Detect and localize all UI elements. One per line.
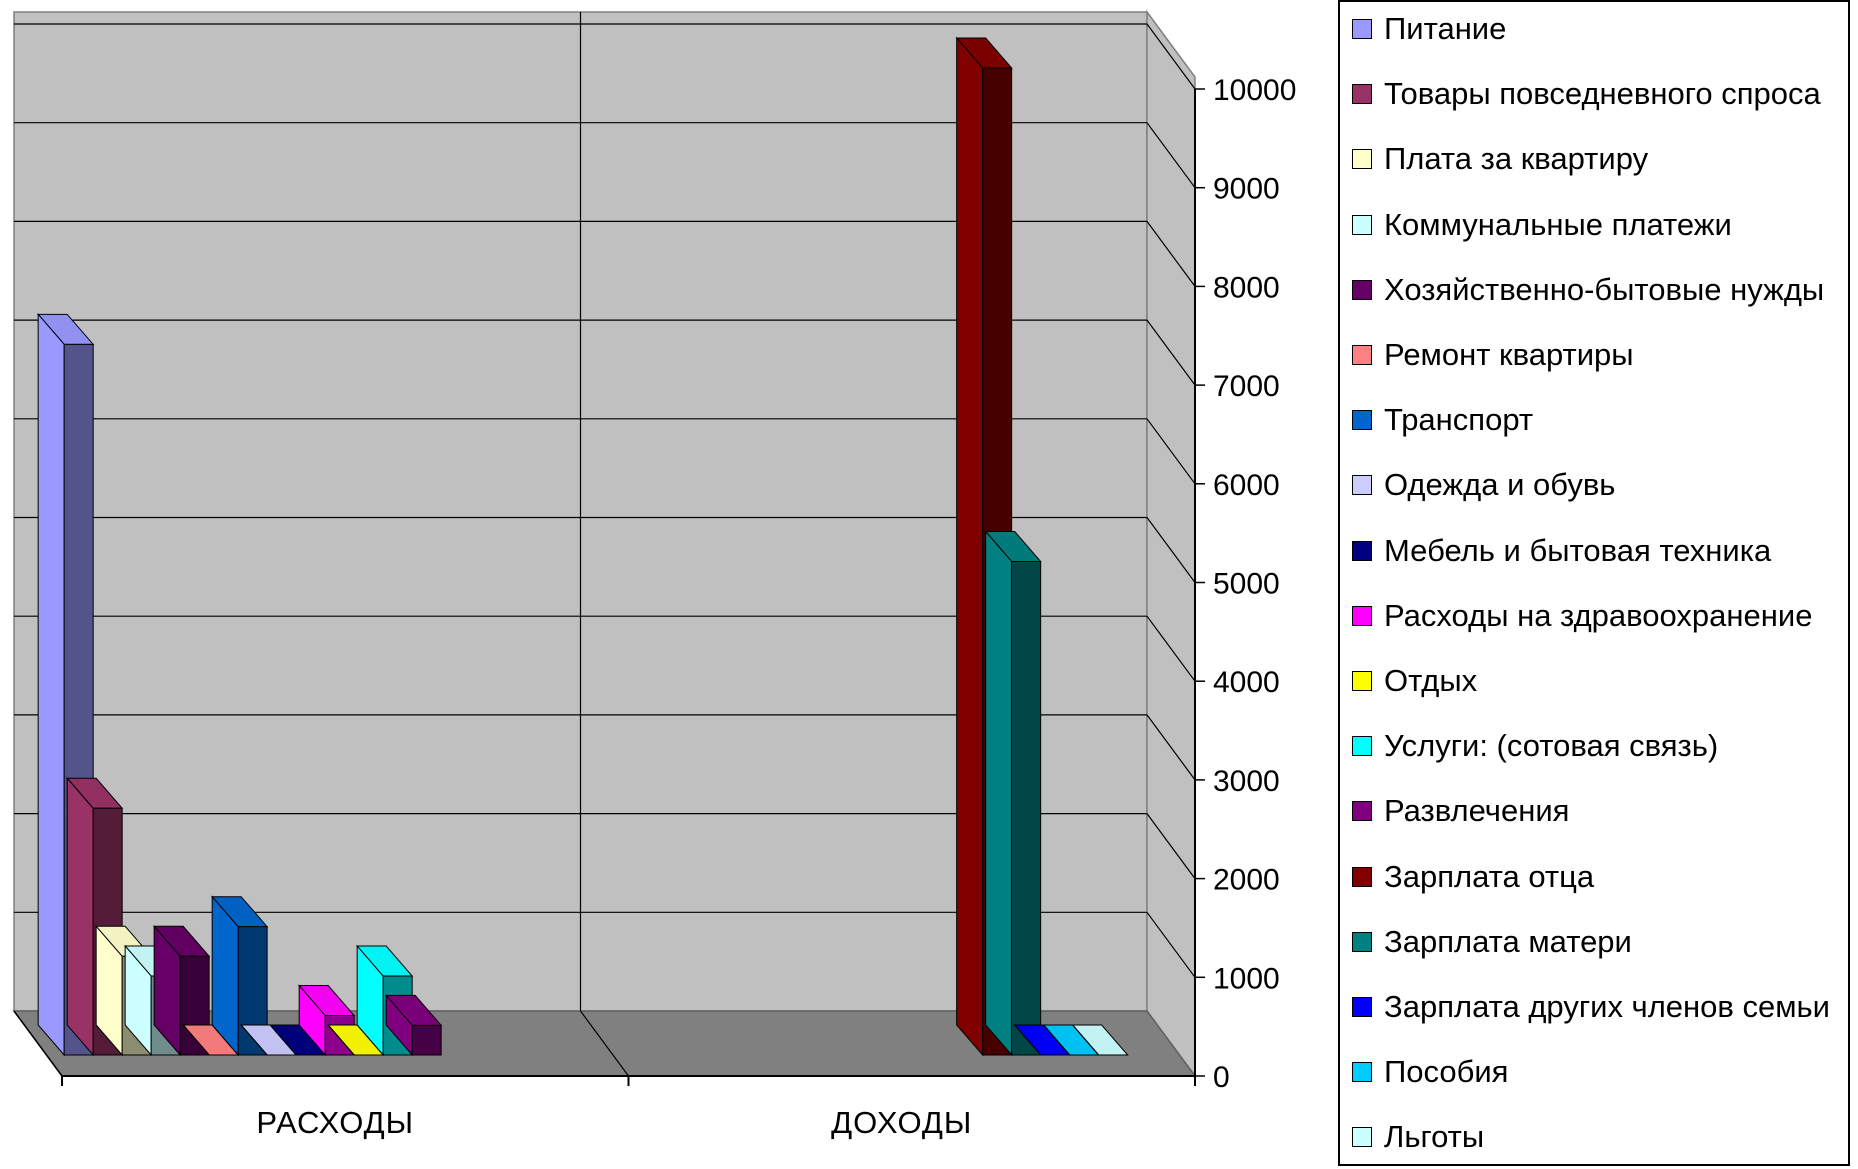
legend-item: Зарплата матери: [1352, 924, 1632, 960]
legend-swatch: [1352, 1062, 1372, 1082]
legend-item: Льготы: [1352, 1119, 1484, 1155]
legend-item: Ремонт квартиры: [1352, 337, 1634, 373]
legend-item: Пособия: [1352, 1054, 1508, 1090]
legend-item: Мебель и бытовая техника: [1352, 533, 1771, 569]
legend-label: Отдых: [1384, 663, 1477, 699]
legend-label: Услуги: (сотовая связь): [1384, 728, 1718, 764]
legend-label: Транспорт: [1384, 402, 1533, 438]
chart-legend: Питание Товары повседневного спроса Плата …: [1338, 0, 1850, 1166]
bar-side: [38, 314, 64, 1055]
legend-swatch: [1352, 475, 1372, 495]
legend-label: Одежда и обувь: [1384, 467, 1615, 503]
legend-swatch: [1352, 280, 1372, 300]
legend-item: Питание: [1352, 11, 1506, 47]
y-tick-label: 1000: [1213, 962, 1280, 995]
y-tick-label: 3000: [1213, 765, 1280, 798]
legend-swatch: [1352, 84, 1372, 104]
y-tick-label: 4000: [1213, 666, 1280, 699]
legend-label: Хозяйственно-бытовые нужды: [1384, 272, 1824, 308]
legend-item: Коммунальные платежи: [1352, 207, 1732, 243]
bar-side: [986, 532, 1012, 1056]
legend-swatch: [1352, 345, 1372, 365]
legend-label: Льготы: [1384, 1119, 1484, 1155]
legend-swatch: [1352, 997, 1372, 1017]
bar: [412, 1025, 441, 1055]
y-tick-label: 7000: [1213, 370, 1280, 403]
legend-swatch: [1352, 932, 1372, 952]
y-tick-label: 10000: [1213, 74, 1296, 107]
y-tick-label: 0: [1213, 1061, 1230, 1094]
bar: [1012, 562, 1041, 1056]
legend-swatch: [1352, 801, 1372, 821]
y-tick-label: 5000: [1213, 568, 1280, 601]
legend-swatch: [1352, 149, 1372, 169]
legend-swatch: [1352, 736, 1372, 756]
legend-label: Развлечения: [1384, 793, 1569, 829]
legend-item: Транспорт: [1352, 402, 1533, 438]
y-tick-label: 6000: [1213, 469, 1280, 502]
legend-label: Зарплата отца: [1384, 859, 1594, 895]
x-category-label: РАСХОДЫ: [256, 1105, 414, 1140]
legend-item: Хозяйственно-бытовые нужды: [1352, 272, 1824, 308]
legend-label: Мебель и бытовая техника: [1384, 533, 1771, 569]
legend-label: Плата за квартиру: [1384, 141, 1648, 177]
legend-swatch: [1352, 606, 1372, 626]
legend-item: Услуги: (сотовая связь): [1352, 728, 1718, 764]
y-tick-label: 2000: [1213, 864, 1280, 897]
y-tick-label: 9000: [1213, 173, 1280, 206]
legend-swatch: [1352, 19, 1372, 39]
legend-item: Зарплата других членов семьи: [1352, 989, 1830, 1025]
chart-side-wall: [1147, 12, 1195, 1076]
legend-item: Плата за квартиру: [1352, 141, 1648, 177]
bar-side: [67, 778, 93, 1055]
legend-swatch: [1352, 1127, 1372, 1147]
legend-label: Товары повседневного спроса: [1384, 76, 1821, 112]
legend-swatch: [1352, 410, 1372, 430]
legend-label: Коммунальные платежи: [1384, 207, 1732, 243]
legend-item: Развлечения: [1352, 793, 1569, 829]
legend-item: Зарплата отца: [1352, 859, 1594, 895]
y-tick-label: 8000: [1213, 271, 1280, 304]
legend-swatch: [1352, 215, 1372, 235]
legend-swatch: [1352, 671, 1372, 691]
legend-label: Ремонт квартиры: [1384, 337, 1634, 373]
legend-item: Одежда и обувь: [1352, 467, 1615, 503]
legend-item: Отдых: [1352, 663, 1477, 699]
legend-item: Товары повседневного спроса: [1352, 76, 1821, 112]
legend-item: Расходы на здравоохранение: [1352, 598, 1812, 634]
bar-side: [957, 38, 983, 1055]
x-category-label: ДОХОДЫ: [831, 1105, 972, 1140]
legend-label: Зарплата других членов семьи: [1384, 989, 1830, 1025]
legend-label: Питание: [1384, 11, 1506, 47]
legend-label: Расходы на здравоохранение: [1384, 598, 1812, 634]
legend-label: Зарплата матери: [1384, 924, 1632, 960]
legend-swatch: [1352, 541, 1372, 561]
legend-swatch: [1352, 867, 1372, 887]
legend-label: Пособия: [1384, 1054, 1508, 1090]
